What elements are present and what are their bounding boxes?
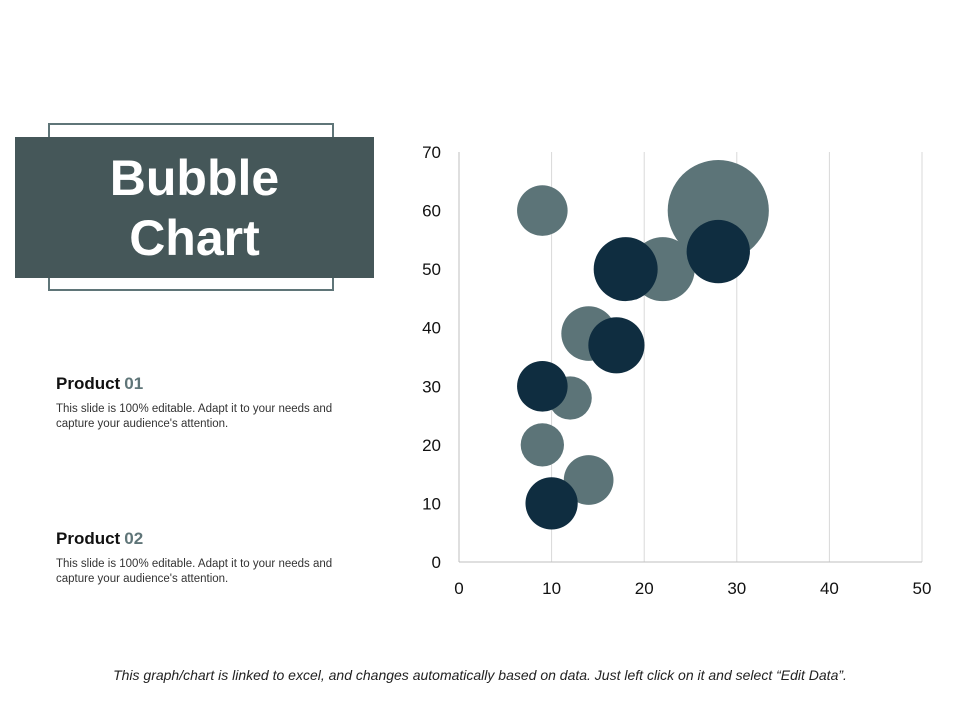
title-line-1: Bubble bbox=[109, 149, 280, 206]
y-tick-label: 60 bbox=[422, 202, 441, 221]
product-01-name: Product bbox=[56, 374, 121, 393]
title-line-2: Chart bbox=[129, 209, 260, 266]
product-02-block: Product 02 This slide is 100% editable. A… bbox=[56, 529, 356, 587]
product-02-name: Product bbox=[56, 529, 121, 548]
x-tick-label: 50 bbox=[913, 579, 932, 598]
bubble-series-a-4 bbox=[563, 455, 614, 505]
x-tick-label: 20 bbox=[635, 579, 654, 598]
x-tick-label: 0 bbox=[454, 579, 463, 598]
y-tick-label: 20 bbox=[422, 436, 441, 455]
product-02-number: 02 bbox=[124, 529, 144, 548]
bubble-series-b-4 bbox=[686, 219, 750, 284]
y-tick-label: 10 bbox=[422, 494, 441, 513]
bubble-series-b-0 bbox=[593, 237, 658, 302]
bubble-series-b-1 bbox=[588, 317, 645, 374]
y-tick-label: 70 bbox=[422, 143, 441, 162]
product-01-block: Product 01 This slide is 100% editable. A… bbox=[56, 374, 356, 432]
y-tick-label: 50 bbox=[422, 260, 441, 279]
bubble-series-a-0 bbox=[517, 185, 568, 236]
tick-label-layer: 0 10 20 30 40 50 0 10 20 30 40 50 60 70 bbox=[422, 143, 931, 598]
bubble-series-a-3 bbox=[520, 423, 564, 467]
x-tick-label: 10 bbox=[542, 579, 561, 598]
x-tick-label: 40 bbox=[820, 579, 839, 598]
product-01-heading: Product 01 bbox=[56, 374, 356, 394]
slide-title: Bubble Chart bbox=[15, 137, 374, 278]
product-01-number: 01 bbox=[124, 374, 144, 393]
footer-note: This graph/chart is linked to excel, and… bbox=[113, 667, 847, 683]
x-tick-label: 30 bbox=[727, 579, 746, 598]
product-02-description: This slide is 100% editable. Adapt it to… bbox=[56, 558, 333, 585]
axis-layer bbox=[458, 152, 922, 563]
product-02-heading: Product 02 bbox=[56, 529, 356, 549]
bubble-layer bbox=[517, 159, 769, 530]
product-01-description: This slide is 100% editable. Adapt it to… bbox=[56, 403, 333, 430]
y-tick-label: 0 bbox=[432, 553, 441, 572]
y-tick-label: 30 bbox=[422, 377, 441, 396]
bubble-series-b-2 bbox=[517, 360, 568, 412]
y-tick-label: 40 bbox=[422, 319, 441, 338]
bubble-series-b-3 bbox=[525, 477, 578, 530]
